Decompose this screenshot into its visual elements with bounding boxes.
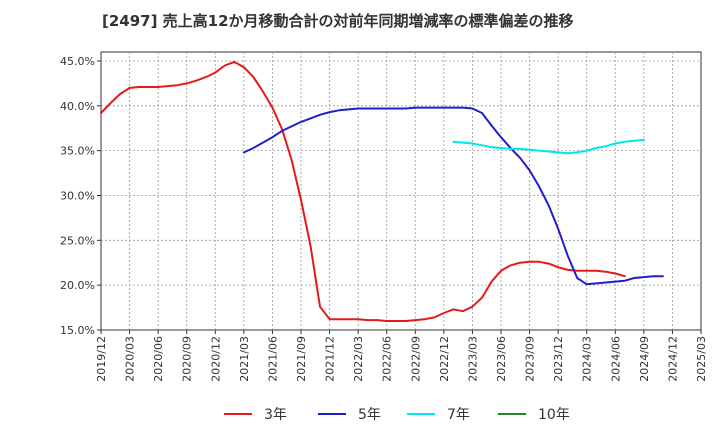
x-tick-label: 2023/06 xyxy=(495,336,508,382)
x-tick-label: 2023/12 xyxy=(552,336,565,382)
x-tick-label: 2021/12 xyxy=(324,336,337,382)
x-tick-label: 2020/09 xyxy=(181,336,194,382)
x-tick-label: 2023/09 xyxy=(524,336,537,382)
series-lines xyxy=(100,60,664,322)
x-tick-label: 2022/09 xyxy=(409,336,422,382)
chart-title: [2497] 売上高12か月移動合計の対前年同期増減率の標準偏差の推移 xyxy=(102,12,574,30)
x-tick-label: 2024/12 xyxy=(666,336,679,382)
x-tick-label: 2020/03 xyxy=(124,336,137,382)
x-tick-label: 2024/09 xyxy=(638,336,651,382)
y-tick-label: 30.0% xyxy=(60,189,95,202)
x-tick-label: 2024/06 xyxy=(609,336,622,382)
x-tick-label: 2023/03 xyxy=(466,336,479,382)
grid xyxy=(101,52,701,330)
legend-label: 3年 xyxy=(264,407,287,423)
x-tick-label: 2024/03 xyxy=(581,336,594,382)
plot-area xyxy=(100,51,702,331)
y-tick-label: 15.0% xyxy=(60,324,95,337)
series-line-5年 xyxy=(242,106,664,286)
legend-label: 5年 xyxy=(358,407,381,423)
x-axis: 2019/12 2020/03 2020/06 2020/09 2020/12 2021/… xyxy=(95,330,708,382)
x-tick-label: 2021/09 xyxy=(295,336,308,382)
x-tick-label: 2022/12 xyxy=(438,336,451,382)
legend: 3年 5年 7年 10年 xyxy=(224,407,570,423)
x-tick-label: 2020/12 xyxy=(209,336,222,382)
x-tick-label: 2020/06 xyxy=(152,336,165,382)
y-tick-label: 45.0% xyxy=(60,55,95,68)
series-line-7年 xyxy=(452,138,645,155)
x-tick-label: 2025/03 xyxy=(695,336,708,382)
y-tick-label: 40.0% xyxy=(60,100,95,113)
x-tick-label: 2021/06 xyxy=(266,336,279,382)
y-axis: 15.0% 20.0% 25.0% 30.0% 35.0% 40.0% 45.0% xyxy=(60,55,101,337)
x-tick-label: 2022/06 xyxy=(381,336,394,382)
x-tick-label: 2021/03 xyxy=(238,336,251,382)
y-tick-label: 20.0% xyxy=(60,279,95,292)
x-tick-label: 2019/12 xyxy=(95,336,108,382)
legend-label: 7年 xyxy=(447,407,470,423)
plot-frame xyxy=(100,51,702,331)
x-tick-label: 2022/03 xyxy=(352,336,365,382)
y-tick-label: 25.0% xyxy=(60,234,95,247)
y-tick-label: 35.0% xyxy=(60,145,95,158)
series-line-3年 xyxy=(100,60,626,322)
legend-label: 10年 xyxy=(538,407,570,423)
